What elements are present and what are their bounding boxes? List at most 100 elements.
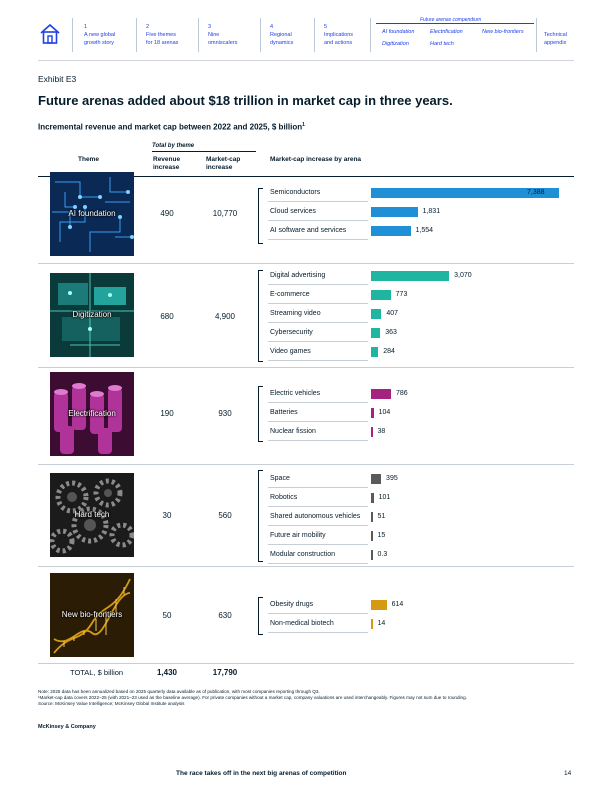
col-marketcap: Market-cap increase <box>206 156 241 171</box>
theme-label: Electrification <box>68 409 116 418</box>
revenue-value: 30 <box>162 511 172 520</box>
nav-item-five-themes[interactable]: 2 Five themes for 18 arenas <box>146 24 179 46</box>
nav-item-implications[interactable]: 5 Implications and actions <box>324 24 354 46</box>
footer-title: The race takes off in the next big arena… <box>176 770 347 777</box>
bio-frontiers-image: New bio-frontiers <box>50 573 134 657</box>
arena-bar <box>371 328 381 338</box>
arena-value: 363 <box>385 329 397 336</box>
marketcap-value: 560 <box>218 511 232 520</box>
home-icon[interactable] <box>38 22 62 46</box>
arena-value: 614 <box>391 601 404 608</box>
col-theme: Theme <box>78 156 99 163</box>
arena-label: Non-medical biotech <box>270 620 334 627</box>
arena-value: 38 <box>377 428 386 435</box>
marketcap-value: 630 <box>218 611 232 620</box>
arena-bar <box>371 619 373 629</box>
arena-value: 104 <box>378 409 391 416</box>
arena-bar <box>371 512 373 522</box>
nav-technical-appendix[interactable]: Technical appendix <box>544 32 567 46</box>
theme-label: New bio-frontiers <box>61 610 123 619</box>
nav-item-omniscalers[interactable]: 3 Nine omniscalers <box>208 24 238 46</box>
chart-subtitle: Incremental revenue and market cap betwe… <box>38 122 305 132</box>
arena-label: AI software and services <box>270 227 347 234</box>
arena-bar <box>371 427 373 437</box>
compendium-title: Future arenas compendium <box>420 17 482 23</box>
arena-bar <box>371 389 391 399</box>
arena-label: Electric vehicles <box>270 390 321 397</box>
arena-value: 3,070 <box>454 272 472 279</box>
arena-value: 14 <box>377 620 386 627</box>
nav-item-regional-dynamics[interactable]: 4 Regional dynamics <box>270 24 294 46</box>
hard-tech-image: Hard tech <box>50 473 134 557</box>
arena-value: 407 <box>386 310 399 317</box>
page-title: Future arenas added about $18 trillion i… <box>38 93 453 108</box>
arena-value: 284 <box>383 348 395 355</box>
arena-label: Cloud services <box>270 208 316 215</box>
compendium-hard-tech[interactable]: Hard tech <box>430 41 454 47</box>
top-navigation: 1 A new global growth story 2 Five theme… <box>0 0 612 62</box>
arena-bar <box>371 271 450 281</box>
theme-label: Digitization <box>72 310 112 319</box>
compendium-digitization[interactable]: Digitization <box>382 41 409 47</box>
notes: Note: 2025 data has been annualized base… <box>38 689 467 706</box>
theme-label: Hard tech <box>74 510 110 519</box>
arena-value: 15 <box>377 532 386 539</box>
arena-bar <box>371 290 391 300</box>
arena-value: 1,554 <box>415 227 434 234</box>
arena-label: Streaming video <box>270 310 321 317</box>
arena-label: Space <box>270 475 290 482</box>
arena-value: 101 <box>378 494 391 501</box>
revenue-value: 680 <box>160 312 174 321</box>
arena-label: Batteries <box>270 409 298 416</box>
compendium-ai-foundation[interactable]: AI foundation <box>382 29 415 35</box>
arena-bar <box>371 493 374 503</box>
marketcap-value: 4,900 <box>214 312 236 321</box>
exhibit-label: Exhibit E3 <box>38 74 77 84</box>
col-bars: Market-cap increase by arena <box>270 156 362 163</box>
marketcap-value: 10,770 <box>212 209 238 218</box>
arena-bar <box>371 226 411 236</box>
revenue-value: 50 <box>162 611 172 620</box>
arena-bar <box>371 474 382 484</box>
total-by-theme-label: Total by theme <box>152 143 195 149</box>
arena-bar <box>371 188 559 198</box>
digitization-image: Digitization <box>50 273 134 357</box>
arena-bar <box>371 309 382 319</box>
revenue-value: 190 <box>160 409 174 418</box>
arena-bar <box>371 207 418 217</box>
electrification-image: Electrification <box>50 372 134 456</box>
col-revenue: Revenue increase <box>153 156 181 171</box>
arena-label: Robotics <box>270 494 298 501</box>
arena-label: Modular construction <box>270 551 335 558</box>
total-revenue: 1,430 <box>156 668 178 677</box>
arena-value: 773 <box>395 291 408 298</box>
nav-item-growth-story[interactable]: 1 A new global growth story <box>84 24 116 46</box>
arena-label: Digital advertising <box>270 272 326 279</box>
ai-foundation-image: AI foundation <box>50 172 134 256</box>
arena-bar <box>371 600 387 610</box>
arena-label: Obesity drugs <box>270 601 314 608</box>
arena-value: 7,388 <box>527 189 545 196</box>
arena-label: Shared autonomous vehicles <box>270 513 361 520</box>
marketcap-value: 930 <box>218 409 232 418</box>
arena-label: Semiconductors <box>270 189 321 196</box>
arena-label: Nuclear fission <box>270 428 316 435</box>
arena-value: 0.3 <box>377 551 388 558</box>
compendium-electrification[interactable]: Electrification <box>430 29 463 35</box>
arena-value: 395 <box>386 475 398 482</box>
arena-bar <box>371 550 373 560</box>
page-number: 14 <box>564 770 572 777</box>
arena-label: E-commerce <box>270 291 310 298</box>
total-label: TOTAL, $ billion <box>70 668 124 677</box>
total-marketcap: 17,790 <box>212 668 238 677</box>
arena-bar <box>371 408 374 418</box>
arena-value: 1,831 <box>422 208 441 215</box>
arena-bar <box>371 531 373 541</box>
arena-bar <box>371 347 379 357</box>
revenue-value: 490 <box>160 209 174 218</box>
compendium-new-bio-frontiers[interactable]: New bio-frontiers <box>482 29 524 35</box>
brand-logo-text: McKinsey & Company <box>38 724 96 730</box>
arena-value: 51 <box>377 513 386 520</box>
arena-label: Future air mobility <box>270 532 326 539</box>
theme-label: AI foundation <box>68 209 116 218</box>
